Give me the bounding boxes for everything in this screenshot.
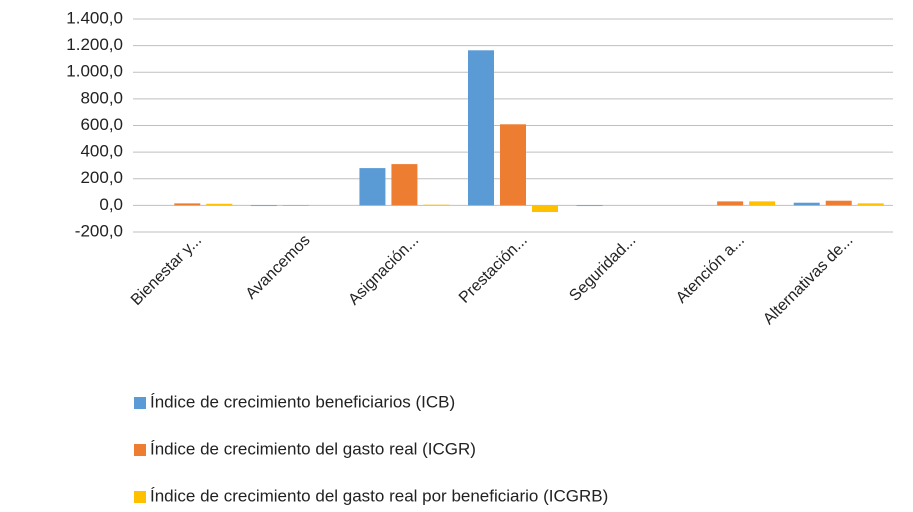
bar xyxy=(825,200,852,206)
x-tick-label: Avancemos xyxy=(243,232,314,303)
y-tick-label: 1.000,0 xyxy=(66,62,123,81)
legend-swatch xyxy=(134,491,146,503)
legend-swatch xyxy=(134,444,146,456)
x-tick-label: Asignación... xyxy=(345,232,422,309)
y-tick-label: -200,0 xyxy=(75,221,123,240)
bar xyxy=(857,203,884,206)
y-tick-label: 200,0 xyxy=(80,168,123,187)
bar xyxy=(576,205,603,207)
y-tick-label: 0,0 xyxy=(99,195,123,214)
legend-label: Índice de crecimiento del gasto real (IC… xyxy=(150,439,476,458)
x-tick-label: Atención a... xyxy=(673,232,748,307)
y-tick-label: 600,0 xyxy=(80,115,123,134)
y-tick-label: 1.200,0 xyxy=(66,35,123,54)
x-tick-label: Alternativas de... xyxy=(760,232,856,328)
bar xyxy=(174,203,201,206)
bar xyxy=(250,205,277,207)
bar xyxy=(500,124,526,206)
bar xyxy=(468,50,494,206)
bar xyxy=(793,202,820,206)
bar xyxy=(717,201,744,206)
bar xyxy=(423,204,450,206)
y-tick-label: 800,0 xyxy=(80,88,123,107)
y-tick-label: 400,0 xyxy=(80,142,123,161)
legend-swatch xyxy=(134,397,146,409)
x-tick-label: Bienestar y... xyxy=(128,232,205,309)
bar xyxy=(749,201,776,206)
bar xyxy=(391,164,418,206)
y-tick-label: 1.400,0 xyxy=(66,8,123,27)
x-tick-label: Prestación... xyxy=(456,232,531,307)
bar xyxy=(532,205,558,213)
legend-label: Índice de crecimiento del gasto real por… xyxy=(150,486,608,505)
bar xyxy=(206,203,233,206)
bar xyxy=(359,168,386,206)
x-tick-label: Seguridad... xyxy=(566,232,639,305)
legend-label: Índice de crecimiento beneficiarios (ICB… xyxy=(150,392,455,411)
